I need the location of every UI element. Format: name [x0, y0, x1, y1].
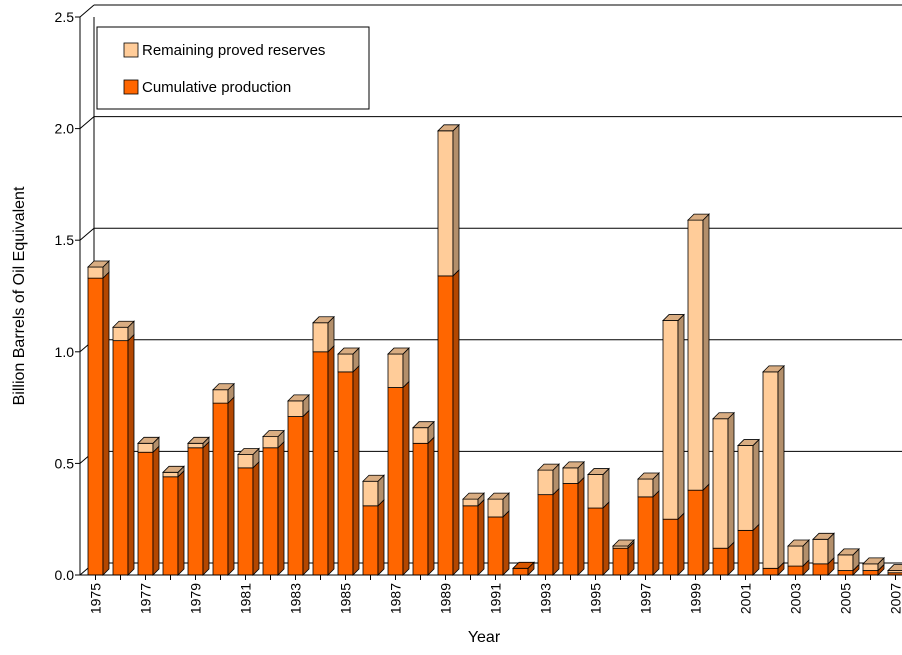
bar-cumulative-production	[563, 477, 584, 575]
bar-remaining-reserves	[738, 440, 759, 531]
x-axis-label: Year	[468, 629, 501, 646]
x-tick-label: 1987	[388, 583, 404, 614]
bar-cumulative-production	[163, 471, 184, 575]
bar-cumulative-production	[588, 502, 609, 575]
x-tick-label: 1977	[138, 583, 154, 614]
bar-cumulative-production	[288, 411, 309, 575]
x-tick-label: 1975	[88, 583, 104, 614]
y-tick-label: 1.5	[55, 232, 75, 248]
x-tick-label: 2001	[738, 583, 754, 614]
bar-cumulative-production	[738, 524, 759, 575]
bars-group	[88, 125, 902, 575]
x-tick-label: 1999	[688, 583, 704, 614]
bar-cumulative-production	[313, 346, 334, 575]
x-tick-label: 1997	[638, 583, 654, 614]
bar-cumulative-production	[663, 513, 684, 575]
legend-swatch	[124, 43, 138, 57]
legend-swatch	[124, 80, 138, 94]
y-tick-label: 2.5	[55, 9, 75, 25]
bar-cumulative-production	[263, 442, 284, 575]
x-tick-label: 1979	[188, 583, 204, 614]
legend-box	[97, 27, 369, 109]
y-tick-label: 0.5	[55, 455, 75, 471]
x-tick-label: 1983	[288, 583, 304, 614]
bar-cumulative-production	[238, 462, 259, 575]
bar-remaining-reserves	[438, 125, 459, 276]
bar-remaining-reserves	[663, 315, 684, 520]
x-tick-label: 1993	[538, 583, 554, 614]
gridline-side	[80, 5, 94, 17]
gridline-side	[80, 228, 94, 240]
legend-entry: Remaining proved reserves	[142, 42, 325, 59]
y-tick-label: 2.0	[55, 121, 75, 137]
y-axis-label: Billion Barrels of Oil Equivalent	[11, 186, 28, 405]
bar-cumulative-production	[138, 446, 159, 575]
bar-cumulative-production	[413, 437, 434, 575]
legend: Remaining proved reserves Cumulative prod…	[97, 27, 369, 109]
bar-cumulative-production	[363, 500, 384, 575]
x-tick-label: 2003	[788, 583, 804, 614]
bar-remaining-reserves	[763, 366, 784, 568]
bar-remaining-reserves	[713, 413, 734, 548]
bar-cumulative-production	[213, 397, 234, 575]
bar-cumulative-production	[188, 442, 209, 575]
bar-cumulative-production	[438, 270, 459, 575]
bar-cumulative-production	[638, 491, 659, 575]
x-tick-label: 1991	[488, 583, 504, 614]
x-tick-label: 1985	[338, 583, 354, 614]
y-tick-label: 1.0	[55, 344, 75, 360]
bar-remaining-reserves	[688, 214, 709, 490]
x-tick-label: 1989	[438, 583, 454, 614]
x-tick-label: 2005	[838, 583, 854, 614]
bar-cumulative-production	[463, 500, 484, 575]
bar-cumulative-production	[688, 484, 709, 575]
bar-cumulative-production	[388, 382, 409, 575]
legend-entry: Cumulative production	[142, 79, 291, 96]
bar-cumulative-production	[88, 272, 109, 575]
x-tick-label: 2007	[888, 583, 902, 614]
x-tick-label: 1981	[238, 583, 254, 614]
y-tick-label: 0.0	[55, 567, 75, 583]
bar-cumulative-production	[113, 335, 134, 575]
x-tick-label: 1995	[588, 583, 604, 614]
bar-top-face	[888, 565, 902, 571]
bar-cumulative-production	[488, 511, 509, 575]
bar-cumulative-production	[338, 366, 359, 575]
gridline-side	[80, 117, 94, 129]
bar-cumulative-production	[538, 489, 559, 575]
